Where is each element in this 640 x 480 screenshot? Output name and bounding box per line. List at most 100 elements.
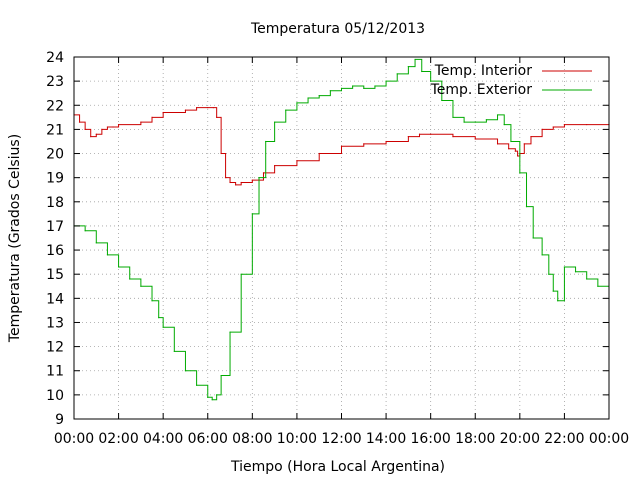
x-tick-label: 06:00 bbox=[188, 431, 228, 447]
data-point bbox=[474, 121, 476, 123]
data-point bbox=[563, 266, 566, 268]
data-point bbox=[374, 85, 376, 87]
series-line-exterior bbox=[74, 58, 610, 401]
data-point bbox=[84, 128, 86, 130]
data-point bbox=[162, 111, 164, 114]
data-point bbox=[519, 172, 521, 174]
data-point bbox=[220, 152, 222, 155]
x-tick-label: 22:00 bbox=[544, 431, 584, 447]
x-tick-label: 08:00 bbox=[232, 431, 272, 447]
x-tick-label: 04:00 bbox=[143, 431, 183, 447]
data-point bbox=[258, 177, 260, 179]
data-point bbox=[106, 126, 109, 128]
data-point bbox=[474, 138, 476, 140]
x-axis-ticks: 00:00 02:00 04:00 06:00 08:00 10:00 12:00 14:00… bbox=[54, 57, 629, 447]
legend-label-exterior: Temp. Exterior bbox=[430, 82, 533, 98]
data-point bbox=[586, 278, 588, 280]
data-point bbox=[235, 184, 237, 186]
data-point bbox=[514, 150, 516, 152]
y-tick-label: 12 bbox=[46, 340, 64, 356]
data-point bbox=[421, 70, 423, 73]
y-tick-label: 23 bbox=[46, 74, 64, 90]
y-axis-label: Temperatura (Grados Celsius) bbox=[7, 134, 23, 343]
data-point bbox=[184, 370, 187, 372]
data-point bbox=[557, 300, 559, 302]
data-point bbox=[532, 237, 534, 239]
data-point bbox=[196, 107, 198, 109]
data-point bbox=[229, 331, 231, 333]
data-point bbox=[207, 396, 209, 398]
data-point bbox=[586, 123, 588, 126]
data-point bbox=[117, 266, 120, 268]
data-point bbox=[318, 152, 320, 155]
data-point bbox=[285, 109, 287, 111]
y-tick-label: 16 bbox=[46, 243, 64, 259]
data-point bbox=[496, 143, 499, 145]
data-point bbox=[407, 136, 409, 138]
data-point bbox=[78, 121, 81, 123]
data-point bbox=[173, 350, 175, 353]
data-point bbox=[240, 181, 242, 184]
data-point bbox=[541, 254, 543, 256]
data-point bbox=[262, 172, 265, 174]
data-point bbox=[318, 95, 320, 97]
data-point bbox=[216, 116, 218, 118]
y-tick-label: 9 bbox=[55, 412, 64, 428]
x-tick-label: 02:00 bbox=[98, 431, 138, 447]
data-point bbox=[430, 133, 432, 135]
y-tick-label: 10 bbox=[46, 388, 64, 404]
data-point bbox=[363, 87, 365, 89]
y-tick-label: 17 bbox=[46, 219, 64, 235]
data-point bbox=[95, 133, 97, 135]
y-tick-label: 21 bbox=[46, 122, 64, 138]
data-point bbox=[517, 155, 519, 157]
data-point bbox=[101, 128, 103, 130]
data-point bbox=[212, 107, 214, 109]
data-point bbox=[414, 58, 416, 61]
data-point bbox=[151, 116, 153, 118]
data-point bbox=[548, 273, 550, 275]
data-point bbox=[385, 140, 387, 143]
legend: Temp. Interior Temp. Exterior bbox=[430, 63, 592, 98]
data-point bbox=[485, 119, 487, 121]
legend-label-interior: Temp. Interior bbox=[434, 63, 533, 79]
chart-title: Temperatura 05/12/2013 bbox=[250, 21, 425, 37]
x-axis-label: Tiempo (Hora Local Argentina) bbox=[230, 459, 445, 475]
data-point bbox=[251, 179, 253, 181]
y-tick-label: 14 bbox=[46, 291, 64, 307]
data-point bbox=[340, 145, 343, 147]
data-point bbox=[129, 278, 131, 280]
data-point bbox=[112, 126, 114, 128]
data-point bbox=[452, 136, 454, 138]
data-point bbox=[407, 66, 409, 68]
y-tick-label: 22 bbox=[46, 98, 64, 114]
y-tick-label: 20 bbox=[46, 147, 64, 163]
data-point bbox=[363, 143, 365, 145]
x-tick-label: 20:00 bbox=[500, 431, 540, 447]
data-point bbox=[597, 285, 599, 287]
data-point bbox=[523, 143, 525, 145]
y-tick-label: 11 bbox=[46, 364, 64, 380]
data-point bbox=[463, 121, 465, 123]
data-point bbox=[229, 181, 231, 184]
data-point bbox=[418, 133, 421, 135]
y-tick-label: 19 bbox=[46, 171, 64, 187]
data-point bbox=[220, 374, 222, 377]
y-tick-label: 15 bbox=[46, 267, 64, 283]
data-point bbox=[207, 107, 209, 109]
data-point bbox=[352, 85, 354, 87]
data-point bbox=[552, 290, 554, 292]
x-tick-label: 14:00 bbox=[366, 431, 406, 447]
data-point bbox=[530, 136, 532, 138]
y-tick-label: 18 bbox=[46, 195, 64, 211]
data-point bbox=[184, 109, 187, 111]
data-point bbox=[251, 213, 253, 215]
data-point bbox=[216, 394, 218, 396]
x-tick-label: 10:00 bbox=[277, 431, 317, 447]
y-tick-label: 13 bbox=[46, 315, 64, 331]
data-point bbox=[503, 123, 505, 126]
data-point bbox=[340, 87, 343, 89]
data-point bbox=[274, 165, 276, 167]
data-point bbox=[140, 121, 142, 123]
